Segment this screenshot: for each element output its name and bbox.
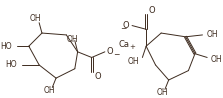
Text: OH: OH [211,55,223,64]
Text: +: + [129,44,135,50]
Text: OH: OH [128,57,140,66]
Text: OH: OH [156,88,168,97]
Text: HO: HO [0,42,12,51]
Text: O: O [107,47,113,56]
Text: Ca: Ca [118,40,129,49]
Text: O: O [123,21,129,30]
Text: HO: HO [5,60,17,69]
Text: OH: OH [30,14,41,23]
Text: O: O [149,6,156,15]
Text: OH: OH [44,86,55,95]
Text: −: − [113,50,120,59]
Text: −: − [120,24,126,33]
Text: OH: OH [67,35,79,44]
Text: O: O [95,72,101,81]
Text: OH: OH [206,30,218,39]
